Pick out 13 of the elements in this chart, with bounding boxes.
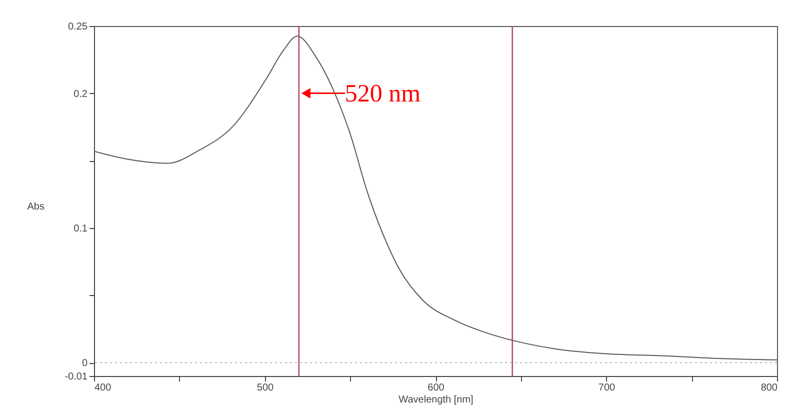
- y-axis-title: Abs: [27, 202, 44, 212]
- x-tick-label: 700: [598, 382, 616, 394]
- y-tick-label: 0.1: [74, 223, 88, 234]
- x-tick-label: 800: [760, 382, 778, 394]
- y-tick-label: 0.2: [74, 88, 88, 100]
- y-tick-label: -0.01: [64, 372, 88, 382]
- x-tick-label: 400: [94, 382, 112, 394]
- y-tick-label: 0: [82, 358, 88, 370]
- y-tick-label: 0.25: [68, 22, 88, 32]
- annotation: 520 nm: [344, 80, 422, 108]
- x-tick-label: 600: [428, 382, 445, 394]
- x-tick-label: 500: [256, 382, 274, 394]
- x-axis-title: Wavelength [nm]: [398, 394, 474, 406]
